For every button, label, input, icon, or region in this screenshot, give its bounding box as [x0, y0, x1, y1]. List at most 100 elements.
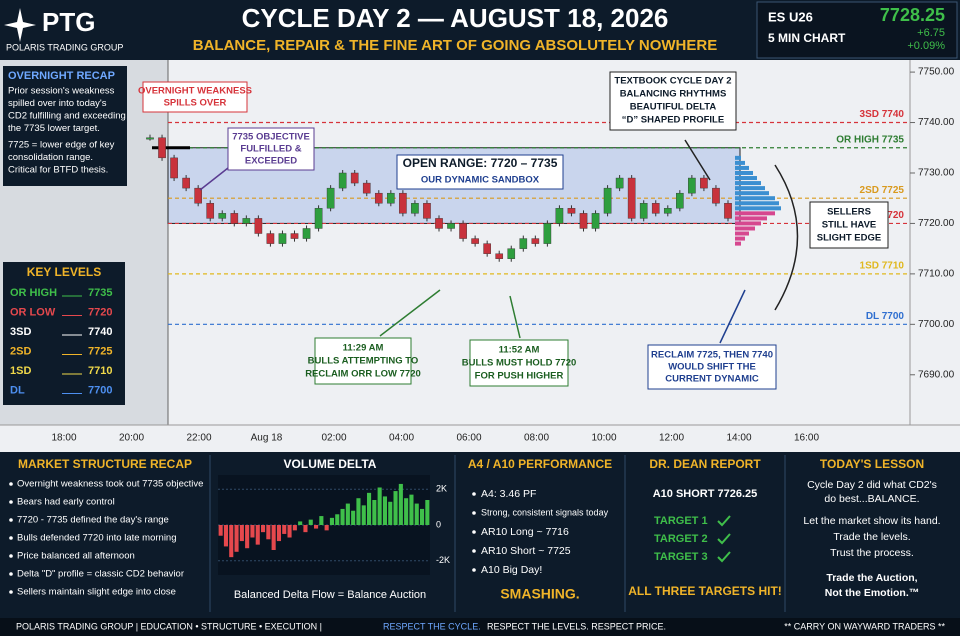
lesson-line: Cycle Day 2 did what CD2's	[807, 479, 937, 491]
x-tick-label: 12:00	[659, 433, 684, 444]
delta-bar	[398, 483, 403, 525]
candle	[411, 203, 419, 214]
candle	[639, 203, 648, 219]
candle	[290, 233, 299, 239]
subtitle: BALANCE, REPAIR & THE FINE ART OF GOING …	[193, 37, 717, 54]
target: TARGET 1	[654, 515, 708, 527]
profile-bar	[735, 241, 741, 246]
delta-bar	[367, 492, 372, 525]
annotation-line: 11:29 AM	[343, 343, 384, 354]
candle	[374, 192, 383, 204]
arrow	[379, 289, 441, 337]
annotation-line: 7735 OBJECTIVE	[232, 132, 310, 143]
brand: POLARIS TRADING GROUP	[6, 42, 123, 52]
profile-bar	[735, 196, 775, 201]
delta-bar	[234, 525, 239, 552]
candle	[483, 243, 491, 254]
level-label: 2SD 7725	[860, 185, 905, 196]
x-tick-label: 04:00	[389, 433, 414, 444]
delta-bar	[319, 516, 324, 525]
delta-bar	[361, 505, 366, 525]
key-level-value: 7725	[88, 345, 112, 357]
performance-item: A4: 3.46 PF	[481, 488, 536, 500]
key-level-value: 7700	[88, 384, 112, 396]
y-tick-label: 7710.00	[918, 269, 955, 280]
candle	[615, 177, 624, 189]
delta-tick-label: 0	[436, 519, 441, 529]
profile-bar	[735, 181, 761, 186]
x-tick-label: 16:00	[794, 433, 819, 444]
ann-box	[396, 154, 564, 190]
candle	[194, 187, 202, 204]
key-level-value: 7735	[88, 287, 112, 299]
annotation-line: OUR DYNAMIC SANDBOX	[421, 175, 540, 186]
candle	[387, 192, 395, 204]
change: +6.75	[917, 27, 945, 39]
arrow	[684, 139, 711, 181]
key-level-name: OR HIGH	[10, 287, 57, 299]
key-level-value: 7740	[88, 326, 112, 338]
delta-bar	[425, 500, 430, 525]
candle	[302, 228, 311, 239]
delta-bar	[340, 508, 345, 525]
ann-box	[647, 344, 777, 390]
delta-tick-label: 2K	[436, 484, 447, 494]
annotation-line: BULLS MUST HOLD 7720	[462, 358, 577, 369]
candle	[182, 177, 190, 189]
footer-sign: ** CARRY ON WAYWARD TRADERS **	[784, 621, 945, 631]
check-icon	[717, 533, 731, 545]
bullet	[9, 500, 13, 504]
structure-item: Delta "D" profile = classic CD2 behavior	[17, 569, 184, 580]
delta-bar	[261, 525, 266, 533]
arrow	[719, 289, 746, 344]
key-levels: OR HIGH 7735 OR LOW 7720 3SD 7740 2SD 7725 1SD 77…	[10, 287, 112, 397]
delta-bar	[356, 498, 361, 525]
annotation-line: BALANCING RHYTHMS	[620, 89, 727, 100]
annotation-line: OVERNIGHT WEAKNESS	[138, 86, 252, 97]
panel-title: TODAY'S LESSON	[820, 457, 924, 471]
performance-item: Strong, consistent signals today	[481, 507, 609, 517]
footer-bg	[0, 618, 960, 636]
bullet	[472, 549, 476, 553]
profile-bar	[735, 226, 755, 231]
annotation-line: “D” SHAPED PROFILE	[622, 115, 724, 126]
bullet	[9, 536, 13, 540]
candle	[423, 203, 431, 219]
annotation-line: WOULD SHIFT THE	[668, 362, 756, 373]
candle	[471, 238, 479, 244]
candle	[724, 203, 732, 219]
footer-middle: RESPECT THE CYCLE.	[383, 621, 481, 631]
candle	[603, 187, 612, 214]
performance-item: A10 Big Day!	[481, 564, 542, 576]
delta-bar	[314, 525, 319, 529]
ann-box	[227, 127, 315, 171]
delta-bar	[282, 525, 287, 534]
delta-bar	[229, 525, 234, 558]
lesson-line: Not the Emotion.™	[825, 587, 920, 599]
candle	[350, 172, 359, 184]
candle	[218, 213, 227, 219]
annotation: OPEN RANGE: 7720 – 7735 OUR DYNAMIC SANDB…	[403, 156, 558, 185]
bullet	[9, 518, 13, 522]
candle	[700, 177, 708, 189]
key-level-name: DL	[10, 384, 25, 396]
performance-item: AR10 Short ~ 7725	[481, 545, 571, 557]
performance-item: AR10 Long ~ 7716	[481, 526, 569, 538]
profile-bar	[735, 231, 749, 236]
logo-star	[4, 8, 36, 42]
delta-bar	[218, 525, 223, 536]
x-tick-label: Aug 18	[251, 433, 283, 444]
key-levels-title: KEY LEVELS	[27, 265, 101, 279]
ann-box	[469, 339, 569, 387]
annotation-line: TEXTBOOK CYCLE DAY 2	[614, 76, 731, 87]
annotation-line: BEAUTIFUL DELTA	[630, 102, 717, 113]
structure-item: Bulls defended 7720 into late morning	[17, 533, 177, 544]
x-tick-label: 14:00	[726, 433, 751, 444]
candle	[242, 218, 251, 224]
ticker-box	[756, 1, 958, 59]
level-label: DL 7700	[866, 311, 905, 322]
delta-bar	[239, 525, 244, 542]
